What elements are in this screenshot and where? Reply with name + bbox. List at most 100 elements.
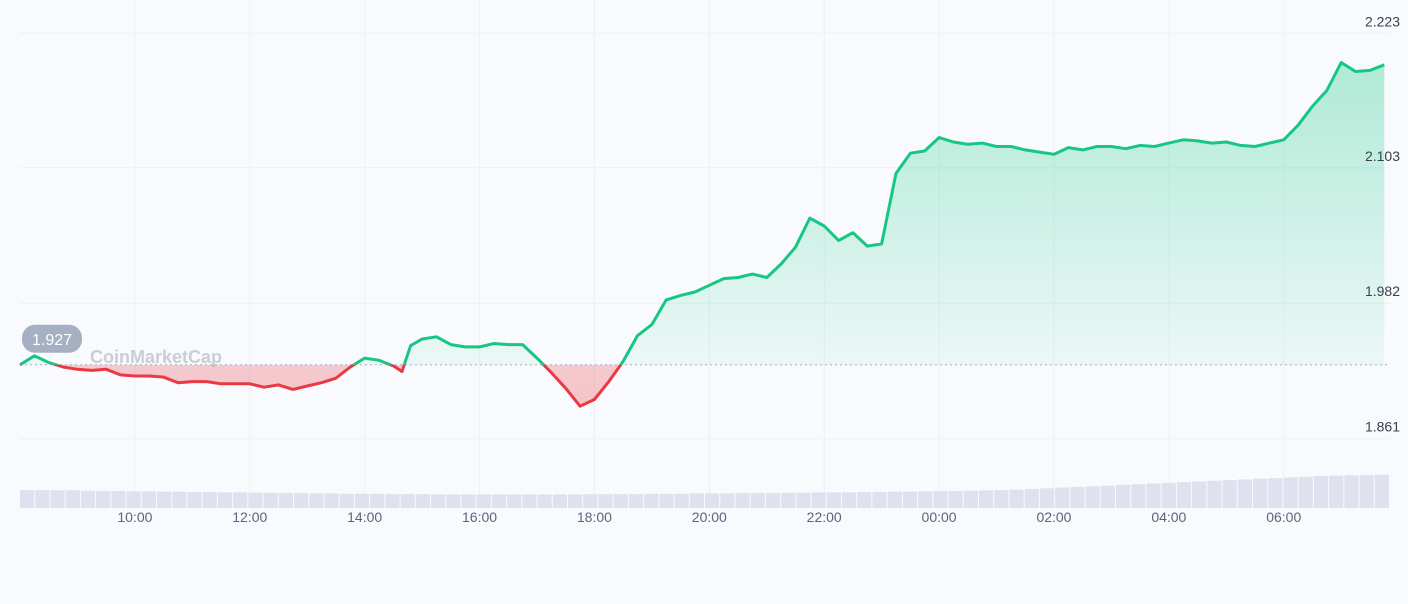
volume-bar: [1237, 479, 1252, 508]
x-tick-label: 22:00: [807, 509, 842, 525]
volume-bar: [1329, 475, 1344, 508]
volume-bar: [902, 491, 918, 508]
volume-bar: [476, 494, 491, 508]
volume-bar: [339, 493, 354, 508]
x-tick-label: 00:00: [922, 509, 957, 525]
x-tick-label: 02:00: [1036, 509, 1071, 525]
volume-bar: [65, 490, 80, 508]
volume-bar: [1359, 475, 1374, 508]
volume-bar: [172, 491, 187, 508]
volume-bar: [1253, 478, 1268, 508]
baseline-price-badge: 1.927: [22, 324, 82, 353]
volume-bar: [80, 490, 96, 508]
volume-bar: [1344, 475, 1359, 508]
volume-bar: [1176, 482, 1192, 508]
x-tick-label: 04:00: [1151, 509, 1186, 525]
volume-bar: [1207, 480, 1222, 508]
volume-bar: [1131, 484, 1146, 508]
x-tick-label: 20:00: [692, 509, 727, 525]
volume-bar: [1009, 489, 1024, 508]
volume-bar: [1070, 486, 1085, 508]
x-tick-label: 06:00: [1266, 509, 1301, 525]
volume-bar: [370, 493, 385, 508]
volume-bar: [278, 493, 293, 508]
volume-bar: [157, 491, 172, 508]
volume-bar: [735, 493, 750, 508]
volume-bar: [126, 491, 141, 508]
y-tick-label: 2.103: [1365, 148, 1400, 164]
volume-bar: [354, 493, 370, 508]
volume-bar: [1268, 478, 1283, 508]
volume-bar: [35, 489, 50, 508]
volume-bar: [187, 492, 202, 508]
baseline-badge-label: 1.927: [32, 332, 72, 349]
volume-bar: [309, 493, 324, 508]
volume-bar: [233, 492, 248, 508]
volume-bar: [963, 490, 978, 508]
x-tick-label: 10:00: [117, 509, 152, 525]
baseline-badge-bg: [22, 324, 82, 353]
volume-bar: [659, 493, 674, 508]
volume-bar: [1024, 488, 1039, 508]
volume-bar: [202, 492, 217, 508]
volume-bar: [1055, 487, 1070, 508]
price-lines: [19, 61, 1385, 408]
volume-bar: [1283, 477, 1298, 508]
y-tick-label: 2.223: [1365, 13, 1400, 29]
volume-bars: [20, 474, 1389, 508]
volume-bar: [1161, 482, 1176, 508]
x-tick-label: 16:00: [462, 509, 497, 525]
x-tick-label: 12:00: [232, 509, 267, 525]
volume-bar: [431, 494, 446, 508]
volume-bar: [20, 489, 35, 508]
volume-bar: [446, 494, 461, 508]
x-axis-ticks: 10:00 12:00 14:00 16:00 18:00 20:00 22:00 00:00…: [117, 509, 1301, 525]
area-fill-down: [20, 364, 1385, 407]
price-line-down: [19, 364, 623, 408]
volume-bar: [598, 494, 613, 508]
volume-bar: [1146, 483, 1161, 508]
volume-bar: [248, 492, 263, 508]
volume-bar: [674, 493, 689, 508]
volume-bar: [111, 491, 126, 508]
volume-bar: [1298, 476, 1313, 508]
price-line-up: [19, 61, 1385, 365]
volume-bar: [689, 493, 704, 508]
volume-bar: [1039, 488, 1055, 508]
volume-bar: [1313, 476, 1329, 508]
volume-bar: [750, 493, 765, 508]
volume-bar: [537, 494, 552, 508]
volume-bar: [491, 494, 507, 508]
y-tick-label: 1.982: [1365, 283, 1400, 299]
volume-bar: [461, 494, 476, 508]
price-areas: [20, 62, 1385, 407]
y-axis-ticks: 2.223 2.103 1.982 1.861: [1365, 13, 1400, 434]
volume-bar: [842, 492, 857, 508]
volume-bar: [385, 494, 400, 508]
volume-bar: [1116, 484, 1131, 508]
volume-bar: [141, 491, 156, 508]
volume-bar: [811, 492, 826, 508]
volume-bar: [720, 493, 735, 508]
volume-bar: [96, 491, 111, 508]
volume-bar: [644, 493, 659, 508]
volume-bar: [522, 494, 537, 508]
volume-bar: [1192, 481, 1207, 508]
volume-bar: [994, 489, 1009, 508]
volume-bar: [796, 492, 811, 508]
volume-bar: [1222, 480, 1237, 508]
volume-bar: [857, 492, 872, 508]
volume-bar: [628, 494, 644, 508]
volume-bar: [705, 493, 720, 508]
volume-bar: [1085, 486, 1100, 508]
volume-bar: [263, 492, 278, 508]
volume-bar: [1374, 474, 1389, 508]
volume-bar: [826, 492, 841, 508]
volume-bar: [918, 491, 933, 508]
volume-bar: [765, 493, 781, 508]
volume-bar: [583, 494, 598, 508]
volume-bar: [415, 494, 430, 508]
watermark-text: CoinMarketCap: [90, 347, 222, 367]
volume-bar: [1100, 485, 1115, 508]
